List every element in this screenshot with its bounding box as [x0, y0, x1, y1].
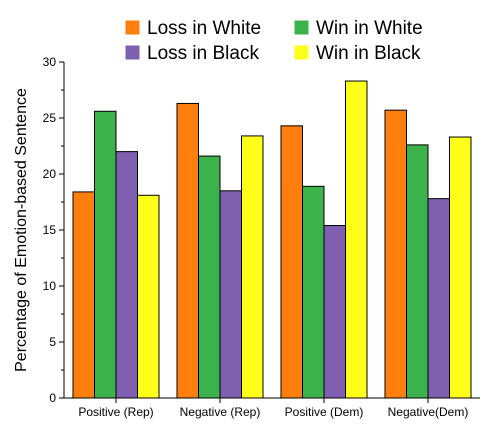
x-tick-label: Positive (Dem) — [285, 405, 364, 419]
y-tick-label: 25 — [43, 111, 57, 125]
legend-swatch — [294, 20, 309, 35]
bar-win-in-white-1 — [198, 155, 221, 399]
bar-loss-in-black-1 — [219, 190, 242, 399]
bar-win-in-white-3 — [406, 144, 429, 399]
bar-loss-in-black-0 — [115, 151, 138, 399]
legend-item-win-in-black: Win in Black — [294, 43, 421, 64]
y-tick-label: 5 — [49, 335, 56, 349]
legend-label: Win in White — [316, 18, 423, 39]
bars — [72, 80, 472, 399]
y-tick-label: 15 — [43, 223, 57, 237]
y-tick-label: 30 — [43, 55, 57, 69]
legend-item-win-in-white: Win in White — [294, 18, 423, 39]
legend-item-loss-in-white: Loss in White — [125, 18, 261, 39]
bar-win-in-black-2 — [345, 80, 368, 399]
x-tick-label: Positive (Rep) — [78, 405, 153, 419]
y-tick-label: 0 — [49, 391, 56, 405]
bar-loss-in-white-3 — [384, 109, 407, 399]
bar-win-in-white-0 — [94, 110, 117, 399]
axes: 0 5 10 15 20 25 30 Positive (Rep) Negative (Rep)… — [43, 55, 480, 419]
y-axis-title: Percentage of Emotion-based Sentence — [13, 88, 30, 372]
bar-win-in-black-0 — [137, 194, 160, 399]
legend-label: Loss in White — [147, 18, 261, 39]
bar-loss-in-black-3 — [427, 198, 450, 399]
legend-item-loss-in-black: Loss in Black — [125, 43, 259, 64]
bar-loss-in-white-1 — [176, 102, 199, 399]
bar-loss-in-white-0 — [72, 191, 95, 399]
legend-label: Win in Black — [316, 43, 421, 64]
legend-swatch — [125, 20, 140, 35]
y-tick-label: 20 — [43, 167, 57, 181]
legend-swatch — [125, 45, 140, 60]
legend-label: Loss in Black — [147, 43, 259, 64]
legend: Loss in White Win in White Loss in Black Wi… — [125, 18, 423, 64]
y-tick-label: 10 — [43, 279, 57, 293]
bar-win-in-white-2 — [302, 185, 325, 399]
bar-loss-in-black-2 — [323, 225, 346, 399]
x-tick-label: Negative(Dem) — [388, 405, 469, 419]
legend-swatch — [294, 45, 309, 60]
bar-win-in-black-1 — [241, 135, 264, 399]
bar-loss-in-white-2 — [280, 125, 303, 399]
x-tick-label: Negative (Rep) — [180, 405, 261, 419]
bar-win-in-black-3 — [449, 136, 472, 399]
